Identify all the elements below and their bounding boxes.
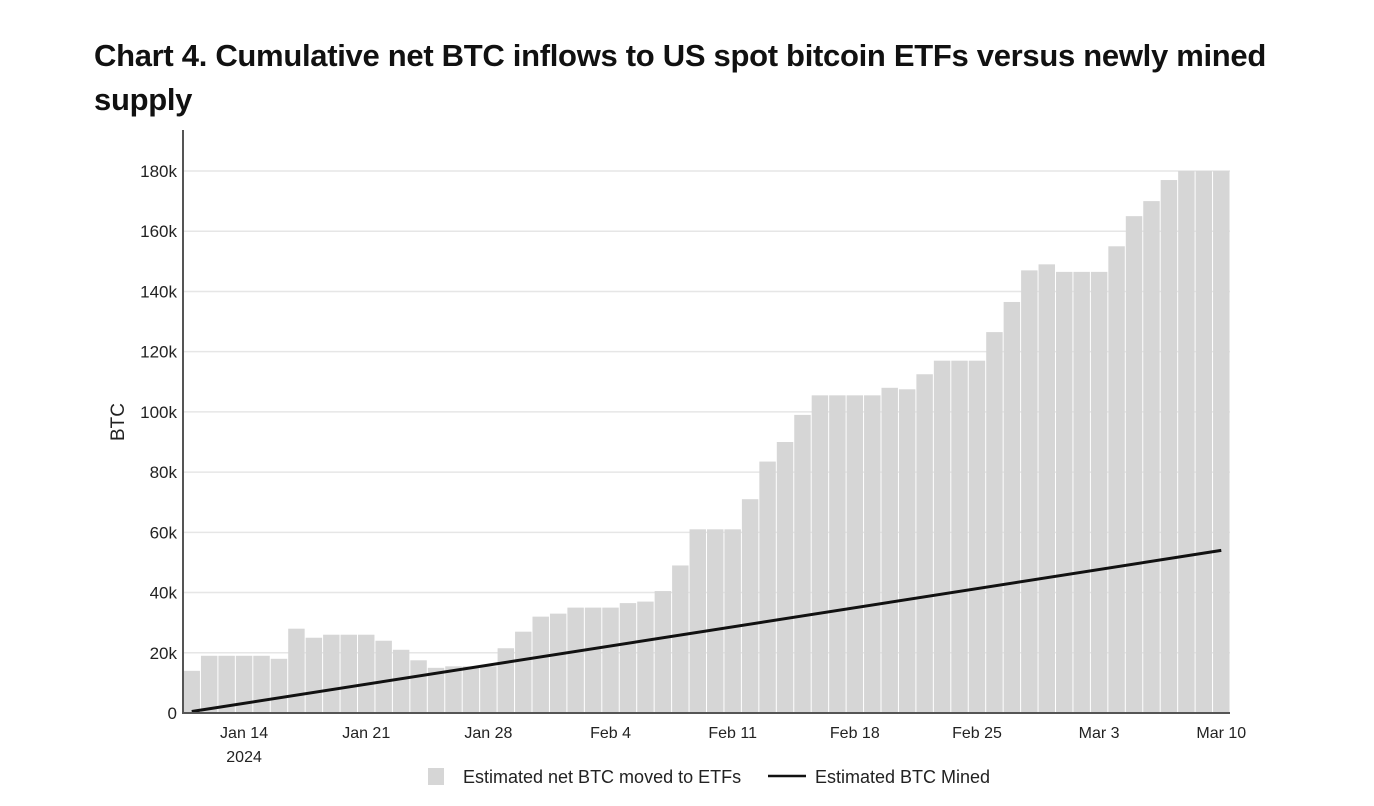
bar (864, 395, 881, 713)
bar (776, 442, 794, 713)
bar (724, 529, 741, 713)
bar (358, 634, 375, 713)
bar (288, 628, 305, 713)
bar (689, 529, 706, 713)
bar (741, 499, 759, 713)
bar (1021, 270, 1038, 713)
bar (375, 640, 392, 713)
bar (1143, 201, 1160, 713)
bar (218, 655, 235, 713)
bar (445, 666, 462, 713)
bar (759, 461, 776, 713)
y-tick-label: 80k (150, 463, 178, 482)
bar (707, 529, 724, 713)
bar (811, 395, 829, 713)
y-tick-label: 100k (140, 403, 177, 422)
bar (305, 637, 323, 713)
y-tick-labels: 0 20k 40k 60k 80k 100k 120k 140k 160k 180k (140, 162, 177, 723)
bar (672, 565, 689, 713)
bar (968, 360, 986, 713)
gridlines (183, 170, 1230, 654)
legend-swatch-bars (428, 768, 444, 785)
y-tick-label: 140k (140, 282, 177, 301)
bar (794, 414, 811, 713)
bar (183, 670, 200, 713)
bar (235, 655, 253, 713)
line-series (191, 548, 1222, 713)
bar (323, 634, 340, 713)
bar (270, 658, 288, 713)
bar-series (183, 171, 1230, 714)
bar (480, 666, 497, 713)
bar (898, 389, 916, 713)
mined-line (191, 548, 1222, 713)
bar (637, 601, 654, 713)
bar (1090, 271, 1108, 713)
legend-label-bars: Estimated net BTC moved to ETFs (463, 767, 741, 787)
bar (654, 591, 672, 713)
x-tick-sublabel: 2024 (226, 749, 262, 766)
y-tick-label: 180k (140, 162, 177, 181)
x-tick-label: Mar 10 (1196, 725, 1246, 742)
axes (182, 130, 1230, 714)
y-tick-label: 120k (140, 343, 177, 362)
bar (497, 648, 515, 713)
bar (881, 387, 898, 713)
bar (916, 374, 933, 713)
x-tick-label: Feb 25 (952, 725, 1002, 742)
bar (253, 655, 270, 713)
bar (584, 607, 602, 713)
bar (1213, 171, 1230, 713)
bar (602, 607, 619, 713)
bar (427, 667, 445, 713)
bar (933, 360, 951, 713)
x-tick-label: Jan 14 (220, 725, 268, 742)
bar (1125, 216, 1143, 713)
legend-label-line: Estimated BTC Mined (815, 767, 990, 787)
x-tick-label: Feb 18 (830, 725, 880, 742)
y-tick-label: 60k (150, 523, 178, 542)
bar (1003, 301, 1021, 713)
bar (200, 655, 218, 713)
bar (549, 613, 567, 713)
chart-title: Chart 4. Cumulative net BTC inflows to U… (94, 38, 1266, 117)
bar (462, 666, 480, 713)
bar (1108, 246, 1125, 713)
bar (392, 649, 410, 713)
bar (1178, 171, 1195, 713)
bar (619, 603, 637, 713)
bar (1038, 264, 1055, 713)
bar (532, 616, 549, 713)
bar (846, 395, 864, 713)
bar (515, 631, 532, 713)
y-tick-label: 0 (168, 704, 177, 723)
x-tick-label: Feb 11 (708, 725, 757, 742)
legend: Estimated net BTC moved to ETFs Estimate… (428, 767, 990, 787)
x-tick-label: Jan 28 (464, 725, 512, 742)
bar (829, 395, 846, 713)
bar (1160, 180, 1178, 714)
x-tick-labels: Jan 14 2024 Jan 21 Jan 28 Feb 4 Feb 11 Feb 18 F… (220, 725, 1246, 766)
bar (340, 634, 357, 713)
bar (1195, 171, 1213, 713)
y-tick-label: 20k (150, 644, 178, 663)
y-tick-label: 40k (150, 584, 178, 603)
bar (1073, 271, 1090, 713)
x-tick-label: Feb 4 (590, 725, 631, 742)
bar (951, 360, 968, 713)
bar (410, 660, 427, 713)
x-tick-label: Jan 21 (342, 725, 390, 742)
bar (567, 607, 584, 713)
bar (1056, 271, 1073, 713)
y-axis-label: BTC (108, 403, 129, 441)
y-tick-label: 160k (140, 222, 177, 241)
x-tick-label: Mar 3 (1079, 725, 1120, 742)
bar (986, 332, 1003, 713)
